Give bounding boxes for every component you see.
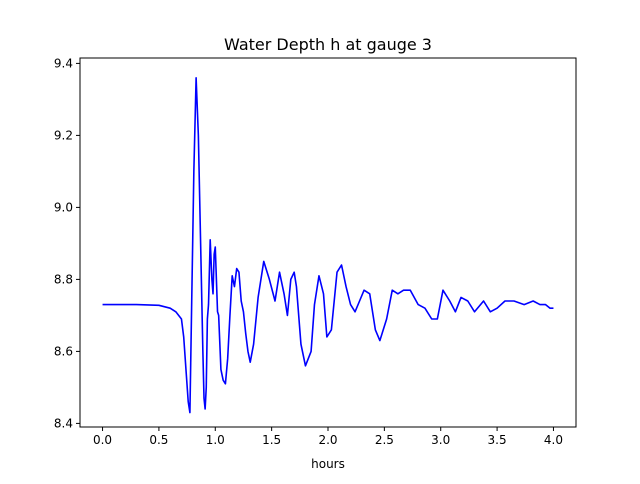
x-tick-label: 2.5 bbox=[375, 433, 394, 447]
x-tick-label: 3.0 bbox=[431, 433, 450, 447]
x-tick-label: 2.0 bbox=[318, 433, 337, 447]
y-tick-label: 9.0 bbox=[54, 200, 73, 214]
x-tick-label: 1.0 bbox=[206, 433, 225, 447]
x-tick-label: 0.5 bbox=[149, 433, 168, 447]
chart-title: Water Depth h at gauge 3 bbox=[224, 35, 432, 54]
x-tick-label: 1.5 bbox=[262, 433, 281, 447]
y-tick-label: 9.4 bbox=[54, 56, 73, 70]
y-tick-label: 8.4 bbox=[54, 416, 73, 430]
y-tick-label: 9.2 bbox=[54, 128, 73, 142]
x-tick-label: 0.0 bbox=[93, 433, 112, 447]
series-line-1 bbox=[102, 77, 554, 414]
y-tick-label: 8.6 bbox=[54, 344, 73, 358]
plot-area: 0.0 0.5 1.0 1.5 2.0 2.5 3.0 3.5 4.0 8.4 8.6 8.8 9.0 9… bbox=[54, 56, 577, 447]
x-tick-label: 4.0 bbox=[544, 433, 563, 447]
x-axis-label: hours bbox=[311, 457, 345, 471]
y-tick-label: 8.8 bbox=[54, 272, 73, 286]
x-tick-label: 3.5 bbox=[488, 433, 507, 447]
